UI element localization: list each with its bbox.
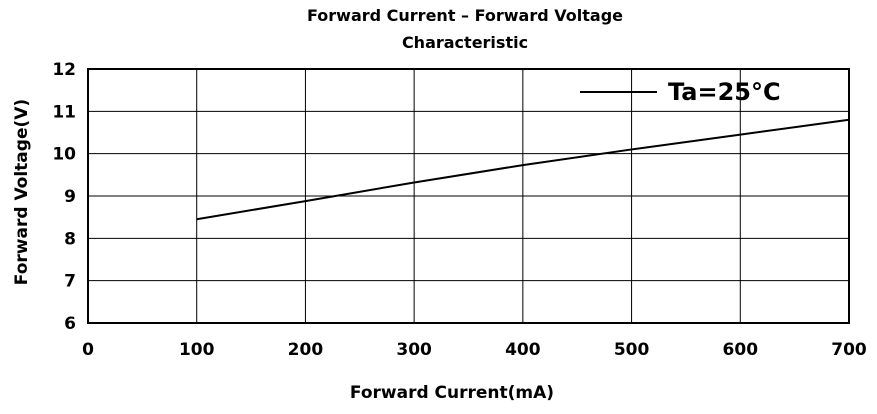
x-axis-label: Forward Current(mA) xyxy=(350,383,554,403)
y-tick-label: 8 xyxy=(64,229,76,249)
y-tick-label: 11 xyxy=(52,102,76,122)
x-tick-label: 100 xyxy=(179,340,215,360)
x-tick-label: 400 xyxy=(505,340,541,360)
series-line xyxy=(196,118,850,221)
chart-title-line2: Characteristic xyxy=(402,33,528,52)
y-tick-label: 12 xyxy=(52,60,76,80)
y-tick-label: 6 xyxy=(64,314,76,334)
chart-title-line1: Forward Current – Forward Voltage xyxy=(307,6,623,25)
legend-label: Ta=25°C xyxy=(668,78,781,106)
y-tick-label: 10 xyxy=(52,145,76,165)
tick-labels: 0 100 200 300 400 500 600 700 6 7 8 9 10 11 12 xyxy=(52,60,867,360)
axes xyxy=(87,68,850,324)
y-tick-label: 9 xyxy=(64,187,76,207)
legend: Ta=25°C xyxy=(580,78,781,106)
x-tick-label: 600 xyxy=(723,340,759,360)
x-tick-label: 0 xyxy=(82,340,94,360)
x-tick-label: 200 xyxy=(288,340,324,360)
y-axis-label: Forward Voltage(V) xyxy=(12,99,32,285)
x-tick-label: 500 xyxy=(614,340,650,360)
grid xyxy=(88,69,849,323)
series-layer xyxy=(196,118,850,221)
x-tick-label: 300 xyxy=(396,340,432,360)
x-tick-label: 700 xyxy=(831,340,867,360)
plot-frame xyxy=(87,68,850,324)
y-tick-label: 7 xyxy=(64,272,76,292)
